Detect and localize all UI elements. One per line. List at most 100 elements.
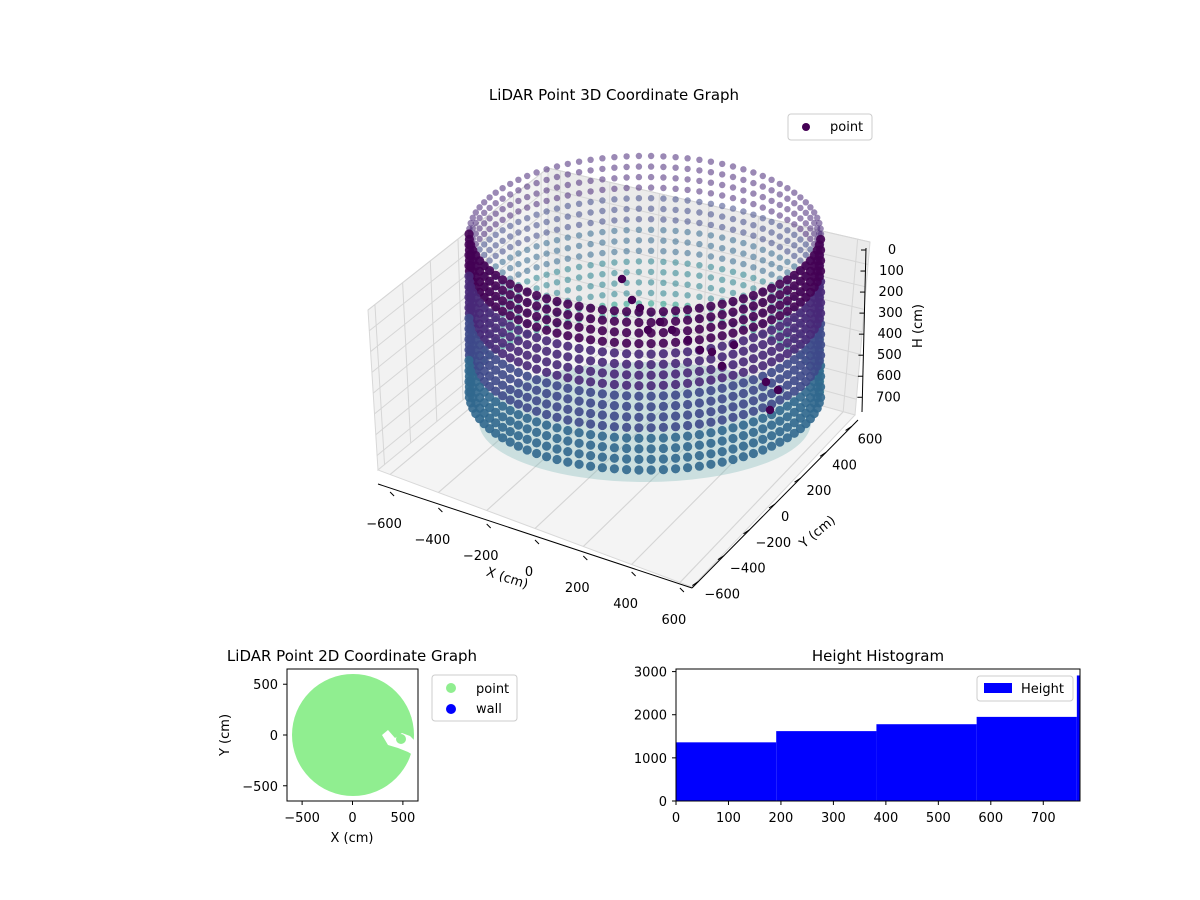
cloud-point xyxy=(782,412,793,422)
cloud-point xyxy=(802,251,809,259)
cloud-point xyxy=(586,440,596,450)
z-tick-label-3d: 700 xyxy=(876,390,901,405)
cloud-point xyxy=(609,316,620,326)
histogram-bar xyxy=(976,716,1077,802)
cloud-point xyxy=(707,295,715,302)
cloud-point xyxy=(807,246,814,253)
cloud-point xyxy=(635,247,643,254)
cloud-point xyxy=(758,308,768,318)
cloud-point xyxy=(599,165,606,173)
cloud-point xyxy=(671,369,681,379)
cloud-point xyxy=(499,258,506,266)
cloud-point xyxy=(505,321,515,331)
y-tick-label-3d: −600 xyxy=(704,588,740,603)
cloud-point xyxy=(507,264,514,272)
floor-tint xyxy=(479,362,811,482)
cloud-point xyxy=(784,206,791,213)
cloud-point xyxy=(728,360,738,370)
cloud-point xyxy=(694,387,705,397)
cloud-point xyxy=(553,289,561,297)
x-tick-label-2d: 0 xyxy=(348,811,356,826)
cloud-point xyxy=(658,328,669,338)
cloud-point xyxy=(599,197,606,204)
cloud-point xyxy=(515,229,522,236)
cloud-point xyxy=(464,261,474,271)
cloud-point xyxy=(791,221,798,228)
cloud-point xyxy=(597,410,608,420)
cloud-point xyxy=(575,221,583,229)
cloud-point xyxy=(647,195,655,202)
cloud-point xyxy=(671,348,681,358)
cloud-point xyxy=(750,274,757,282)
cloud-point xyxy=(738,367,749,377)
cloud-point xyxy=(728,307,738,317)
cloud-point xyxy=(707,169,715,176)
cloud-point xyxy=(486,215,493,222)
grid-line-left-y xyxy=(429,260,438,422)
histogram-bars xyxy=(676,675,1081,802)
y-tick-label-histogram: 2000 xyxy=(634,709,667,724)
cloud-point xyxy=(533,211,540,218)
cloud-point xyxy=(738,388,749,399)
cloud-point xyxy=(684,292,691,299)
cloud-point xyxy=(552,391,562,401)
cloud-point xyxy=(505,405,515,416)
cloud-point xyxy=(513,388,524,399)
cloud-point xyxy=(775,342,785,352)
cloud-point xyxy=(552,433,562,444)
point-cloud-cylinder xyxy=(464,152,826,482)
ticks-2d: −500 −500 0 0 500 500 xyxy=(242,678,415,826)
cloud-point xyxy=(775,437,785,447)
x-ticks-3d: −600 −400 −200 0 200 400 600 xyxy=(366,491,686,628)
cloud-point xyxy=(634,402,644,412)
cloud-point xyxy=(719,223,726,231)
cloud-point xyxy=(515,197,522,205)
cloud-point xyxy=(498,422,508,432)
cloud-point xyxy=(513,283,524,293)
cloud-point xyxy=(542,441,552,451)
z-ticks-3d: 0 100 200 300 400 500 600 700 xyxy=(857,243,904,405)
cloud-point xyxy=(776,264,783,272)
cloud-point xyxy=(524,172,531,180)
z-tick-label-3d: 0 xyxy=(888,243,896,258)
cloud-point xyxy=(552,307,562,317)
cloud-point xyxy=(811,219,818,227)
cloud-point xyxy=(672,164,679,171)
cloud-point xyxy=(564,234,571,241)
cloud-point xyxy=(660,290,667,297)
cloud-point xyxy=(768,176,775,183)
cloud-point xyxy=(789,333,799,344)
cloud-point xyxy=(464,250,474,260)
cloud-point xyxy=(563,373,573,383)
cloud-point xyxy=(759,267,766,274)
cloud-point xyxy=(750,264,757,271)
cloud-point xyxy=(492,252,499,260)
cloud-point xyxy=(683,399,693,410)
cloud-point xyxy=(574,375,584,385)
cloud-point xyxy=(623,300,630,308)
cloud-point xyxy=(671,379,681,390)
cloud-point xyxy=(694,461,705,471)
cloud-point xyxy=(671,358,681,369)
cloud-point xyxy=(740,197,747,205)
cloud-point xyxy=(646,381,656,391)
cloud-point xyxy=(552,402,562,412)
cloud-point xyxy=(563,447,573,457)
cloud-point xyxy=(542,294,552,304)
legend-2d-label-point: point xyxy=(476,682,509,697)
cloud-point xyxy=(775,405,785,416)
point-disk xyxy=(292,674,414,796)
cloud-point xyxy=(748,448,759,459)
cloud-point xyxy=(464,334,474,344)
cloud-point xyxy=(647,237,655,244)
cloud-point xyxy=(574,322,584,332)
cloud-point xyxy=(481,220,488,227)
cloud-point xyxy=(634,444,644,454)
cloud-point xyxy=(807,214,814,222)
cloud-point xyxy=(611,227,618,235)
cloud-point xyxy=(532,385,542,395)
cloud-point xyxy=(634,423,644,433)
x-axis-label-2d: X (cm) xyxy=(331,831,374,846)
cloud-point xyxy=(759,193,766,201)
cloud-point xyxy=(706,428,716,438)
